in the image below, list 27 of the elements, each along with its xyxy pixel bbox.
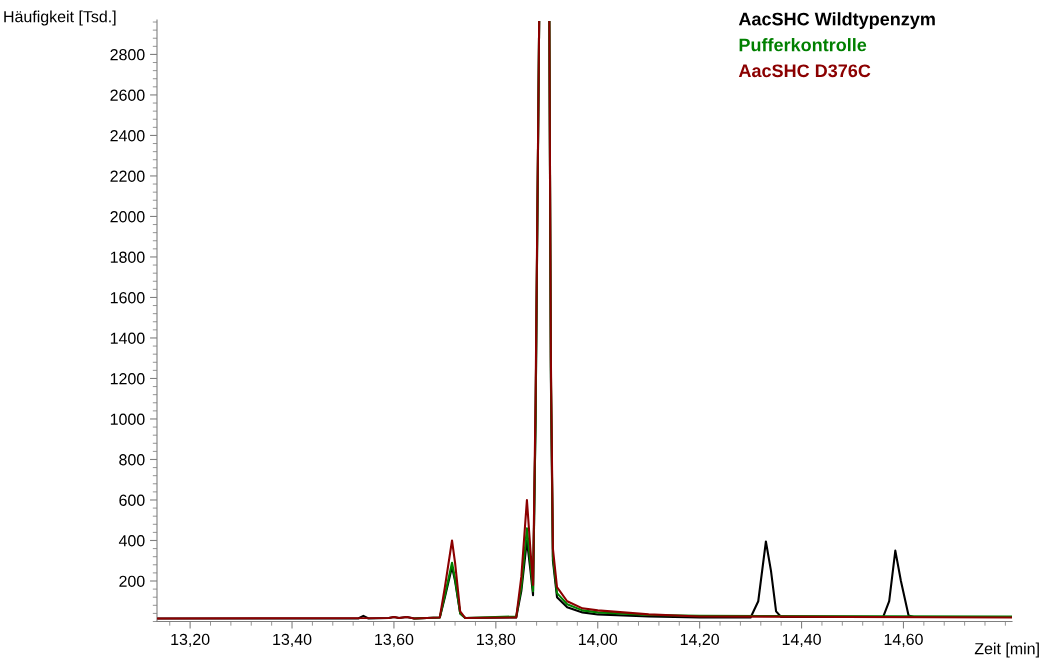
x-tick-label: 14,60: [884, 633, 923, 647]
x-axis-title: Zeit [min]: [974, 642, 1039, 658]
text: AacSHC Wildtypenzym: [738, 12, 935, 30]
y-tick-label: 1200: [110, 373, 145, 385]
y-axis-title: Häufigkeit [Tsd.]: [4, 10, 116, 26]
x-tick-label: 14,40: [782, 633, 821, 647]
y-tick-label: 2600: [110, 89, 145, 101]
y-tick-label: 1400: [110, 332, 145, 344]
y-tick-label: 2400: [110, 130, 145, 142]
y-tick-label: 1000: [110, 413, 145, 425]
y-tick-label: 200: [119, 575, 145, 587]
x-tick-label: 13,60: [375, 633, 414, 647]
y-tick-label: 1600: [110, 292, 145, 304]
y-tick-label: 400: [118, 535, 145, 547]
x-tick-label: 13,80: [477, 633, 516, 647]
x-tick-label: 14,20: [680, 633, 720, 647]
y-tick-label: 2800: [110, 49, 145, 61]
x-tick-label: 14,00: [578, 633, 618, 647]
x-tick-label: 13,40: [273, 633, 312, 647]
x-tick-label: 13,20: [171, 633, 210, 647]
y-tick-label: 2000: [110, 211, 145, 223]
y-tick-label: 600: [119, 494, 145, 506]
y-tick-label: 2200: [110, 170, 145, 182]
text: AacSHC D376C: [738, 64, 871, 78]
y-tick-label: 1800: [110, 251, 145, 263]
text: Pufferkontrolle: [739, 38, 867, 52]
y-tick-label: 800: [119, 454, 145, 466]
